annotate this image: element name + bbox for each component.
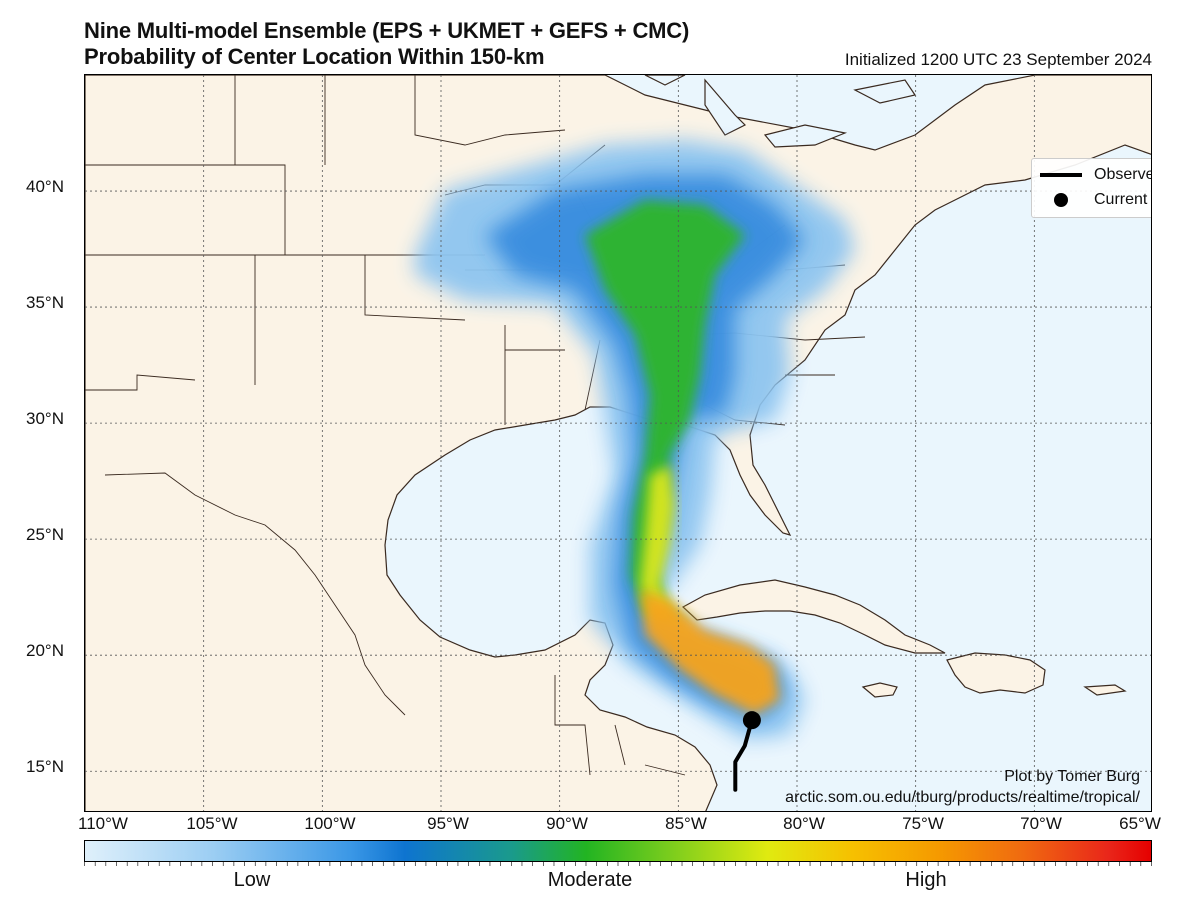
map-legend: Observed Track Current Position bbox=[1031, 158, 1151, 218]
lon-label: 105°W bbox=[186, 814, 238, 833]
land-layer bbox=[85, 75, 1151, 811]
hispaniola-landmass bbox=[946, 652, 1046, 694]
cuba-landmass bbox=[681, 579, 946, 654]
lat-label: 25°N bbox=[26, 525, 64, 544]
map-panel[interactable]: Observed Track Current Position bbox=[84, 74, 1152, 812]
lon-label: 100°W bbox=[304, 814, 356, 833]
colorbar-label-moderate: Moderate bbox=[547, 869, 633, 891]
map-canvas bbox=[85, 75, 1151, 811]
init-time-label: Initialized 1200 UTC 23 September 2024 bbox=[844, 50, 1152, 69]
credit-author: Plot by Tomer Burg bbox=[1004, 768, 1140, 785]
lon-label: 95°W bbox=[427, 814, 469, 833]
lat-label: 40°N bbox=[26, 177, 64, 196]
lon-label: 90°W bbox=[546, 814, 588, 833]
probability-cone bbox=[415, 140, 855, 740]
great-lakes bbox=[644, 75, 916, 148]
probability-colorbar bbox=[84, 840, 1152, 862]
colorbar-label-low: Low bbox=[233, 869, 271, 891]
lon-label: 110°W bbox=[78, 814, 128, 833]
gridlines bbox=[85, 75, 1151, 811]
lat-label: 20°N bbox=[26, 641, 64, 660]
lon-label: 80°W bbox=[783, 814, 825, 833]
lon-label: 85°W bbox=[665, 814, 707, 833]
lon-label: 65°W bbox=[1119, 814, 1161, 833]
lat-label: 30°N bbox=[26, 409, 64, 428]
position-dot-swatch bbox=[1054, 193, 1068, 207]
jamaica-landmass bbox=[861, 682, 898, 698]
legend-item-position: Current Position bbox=[1040, 189, 1151, 211]
colorbar-ticks bbox=[84, 862, 1152, 866]
lat-label: 15°N bbox=[26, 757, 64, 776]
track-line-swatch bbox=[1040, 173, 1082, 177]
current-position-marker bbox=[742, 711, 761, 730]
puerto-rico-landmass bbox=[1083, 684, 1127, 696]
colorbar-label-high: High bbox=[905, 869, 947, 891]
lon-label: 70°W bbox=[1020, 814, 1062, 833]
observed-track bbox=[733, 718, 754, 792]
map-subtitle: Probability of Center Location Within 15… bbox=[84, 44, 545, 69]
map-title: Nine Multi-model Ensemble (EPS + UKMET +… bbox=[84, 18, 690, 43]
plot-credit: Plot by Tomer Burg arctic.som.ou.edu/tbu… bbox=[785, 766, 1140, 808]
credit-url[interactable]: arctic.som.ou.edu/tburg/products/realtim… bbox=[785, 789, 1140, 806]
lat-label: 35°N bbox=[26, 293, 64, 312]
legend-position-label: Current Position bbox=[1094, 191, 1151, 208]
lon-label: 75°W bbox=[902, 814, 944, 833]
legend-item-track: Observed Track bbox=[1040, 164, 1151, 186]
legend-track-label: Observed Track bbox=[1094, 166, 1151, 183]
